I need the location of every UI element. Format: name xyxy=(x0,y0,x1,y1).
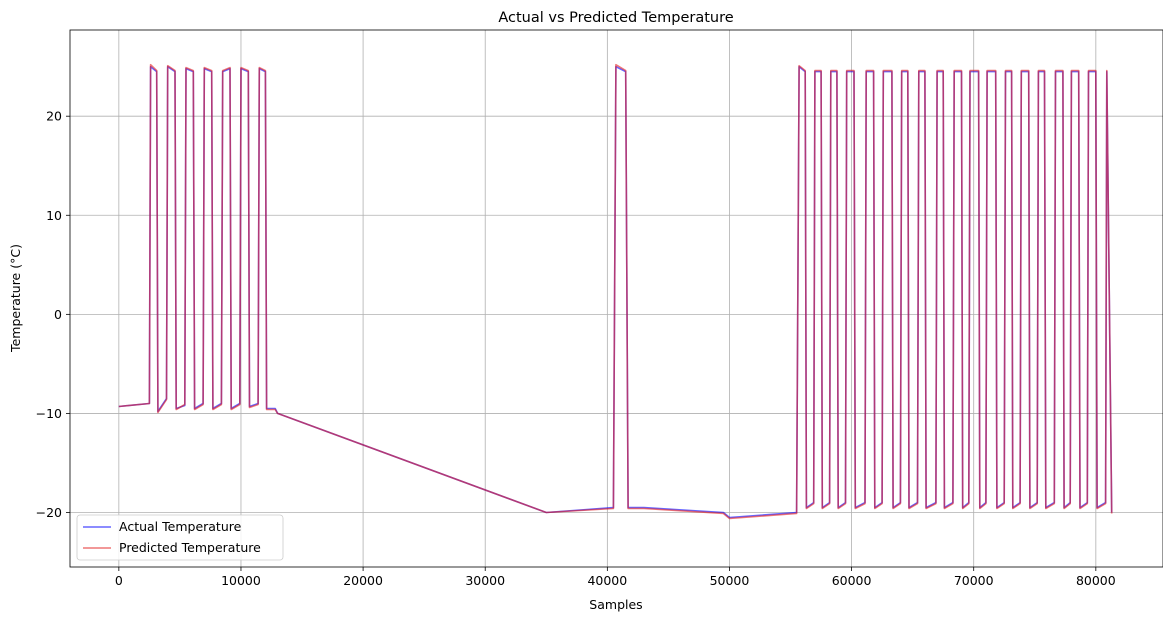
plot-frame xyxy=(69,29,1163,568)
legend-label-predicted: Predicted Temperature xyxy=(119,540,261,555)
y-tick-label: −20 xyxy=(36,505,62,520)
y-tick-label: 10 xyxy=(46,208,62,223)
legend-box xyxy=(76,514,284,561)
legend-label-actual: Actual Temperature xyxy=(119,519,242,534)
x-axis-label: Samples xyxy=(589,597,642,612)
x-tick-label: 60000 xyxy=(832,573,872,588)
x-tick-label: 10000 xyxy=(221,573,261,588)
y-axis-label: Temperature (°C) xyxy=(8,244,23,353)
x-tick-label: 50000 xyxy=(710,573,750,588)
series-layer xyxy=(118,63,1113,520)
y-ticks: −20 −10 0 10 20 xyxy=(36,109,70,520)
legend: Actual Temperature Predicted Temperature xyxy=(76,514,284,561)
predicted-temperature-line xyxy=(118,63,1113,520)
y-tick-label: −10 xyxy=(36,406,62,421)
y-tick-label: 0 xyxy=(54,307,62,322)
x-ticks: 0 10000 20000 30000 40000 50000 60000 70000 8000… xyxy=(115,567,1116,588)
x-tick-label: 80000 xyxy=(1076,573,1116,588)
chart-title: Actual vs Predicted Temperature xyxy=(498,10,733,26)
x-tick-label: 0 xyxy=(115,573,123,588)
x-tick-label: 70000 xyxy=(954,573,994,588)
x-tick-label: 20000 xyxy=(343,573,383,588)
x-tick-label: 40000 xyxy=(587,573,627,588)
y-tick-label: 20 xyxy=(46,109,62,124)
x-tick-label: 30000 xyxy=(465,573,505,588)
